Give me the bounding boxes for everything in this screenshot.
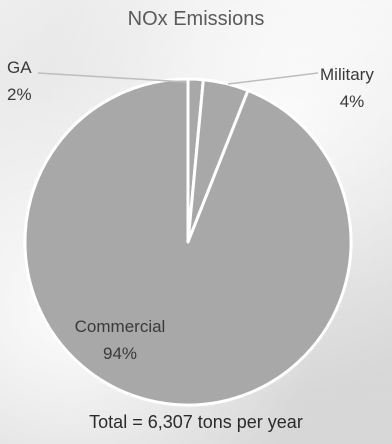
commercial-label: Commercial [75,317,166,336]
slice-labels: GA 2% Military 4% Commercial 94% [7,58,374,363]
commercial-percent: 94% [103,344,137,363]
ga-label: GA [7,58,32,77]
ga-leader-line [37,72,187,83]
military-leader-line [227,72,319,85]
total-footer: Total = 6,307 tons per year [89,412,303,432]
pie-slices [23,77,353,407]
ga-percent: 2% [7,85,32,104]
military-percent: 4% [340,92,365,111]
military-label: Military [320,65,374,84]
leader-lines [37,72,319,85]
pie-slice-commercial [23,77,353,407]
chart-title: NOx Emissions [127,8,265,30]
